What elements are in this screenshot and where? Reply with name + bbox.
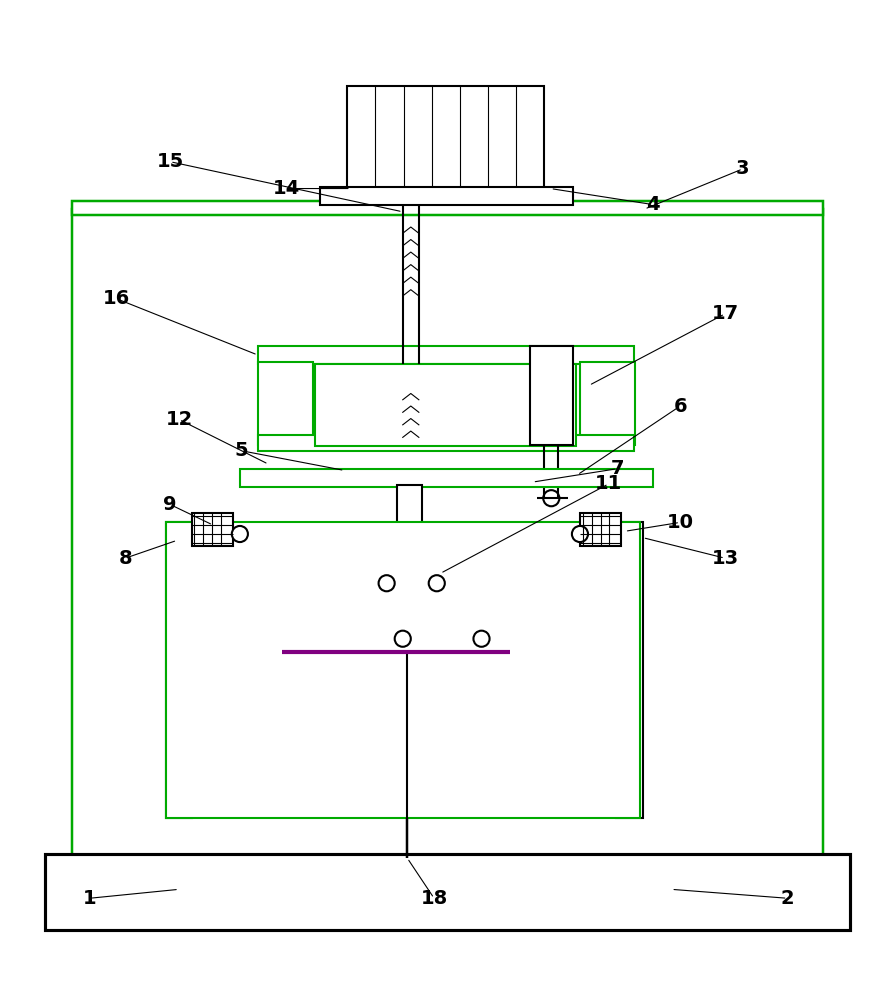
Bar xyxy=(165,522,192,818)
Bar xyxy=(165,522,639,818)
Bar xyxy=(240,469,653,487)
Text: 2: 2 xyxy=(780,889,794,908)
Text: 7: 7 xyxy=(610,459,624,478)
Text: 18: 18 xyxy=(420,889,447,908)
Bar xyxy=(320,187,572,205)
Circle shape xyxy=(428,575,444,591)
Text: 11: 11 xyxy=(595,474,621,493)
Text: 3: 3 xyxy=(735,159,749,178)
Text: 1: 1 xyxy=(82,889,97,908)
Bar xyxy=(579,513,620,546)
Circle shape xyxy=(378,575,394,591)
Text: 13: 13 xyxy=(711,549,738,568)
Text: 14: 14 xyxy=(273,179,299,198)
Text: 12: 12 xyxy=(165,410,192,429)
Bar xyxy=(72,201,822,215)
Bar xyxy=(391,548,428,560)
Text: 9: 9 xyxy=(163,495,177,514)
Circle shape xyxy=(394,631,410,647)
Bar xyxy=(257,346,633,364)
Bar xyxy=(315,364,576,446)
Bar xyxy=(397,485,422,552)
Circle shape xyxy=(232,526,248,542)
Text: 16: 16 xyxy=(103,289,130,308)
Text: 4: 4 xyxy=(645,195,660,214)
Bar xyxy=(257,362,313,445)
Bar xyxy=(45,854,849,930)
Bar xyxy=(257,435,633,451)
Bar xyxy=(191,513,232,546)
Bar xyxy=(529,346,572,445)
Bar xyxy=(579,362,635,445)
Text: 17: 17 xyxy=(711,304,738,323)
Bar xyxy=(401,581,417,639)
Text: 6: 6 xyxy=(672,397,687,416)
Circle shape xyxy=(571,526,587,542)
Text: 5: 5 xyxy=(234,441,249,460)
Bar xyxy=(347,86,544,189)
Text: 8: 8 xyxy=(118,549,132,568)
Text: 10: 10 xyxy=(666,513,693,532)
Bar xyxy=(615,522,642,818)
Bar xyxy=(382,556,437,583)
Bar xyxy=(72,209,822,858)
Circle shape xyxy=(473,631,489,647)
Text: 15: 15 xyxy=(156,152,183,171)
